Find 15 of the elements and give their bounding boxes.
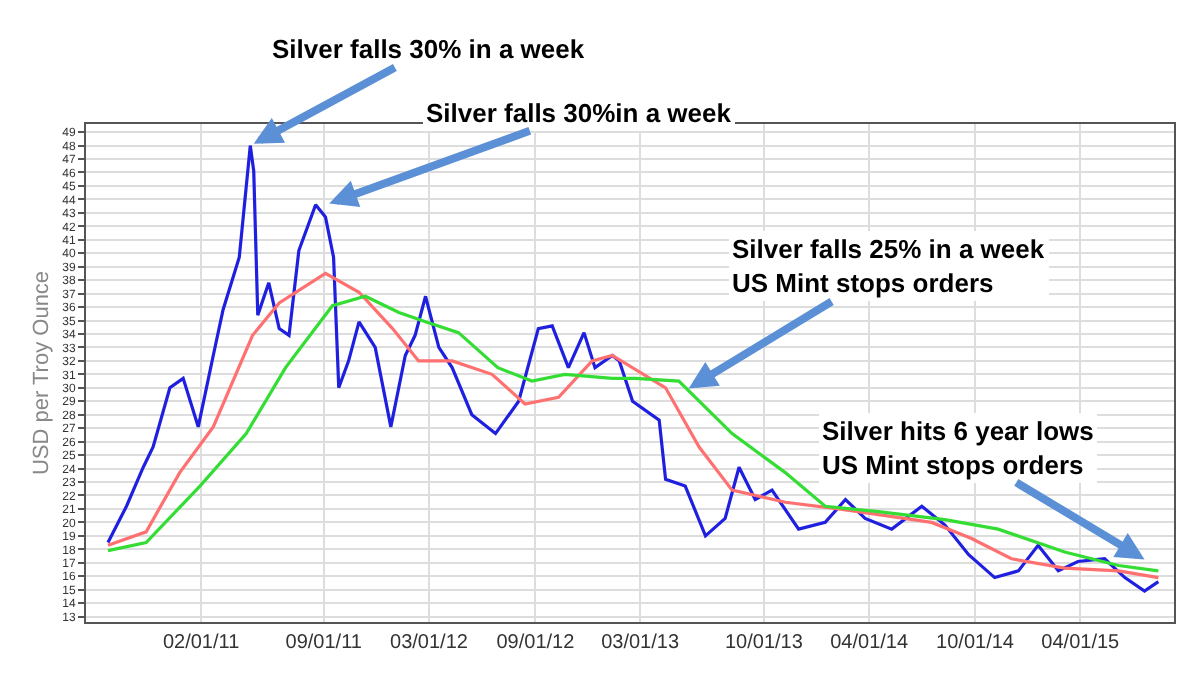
annotation: Silver falls 30% in a week (272, 34, 586, 64)
y-axis-title: USD per Troy Ounce (29, 270, 54, 476)
x-tick-label: 10/01/14 (936, 632, 1015, 654)
x-tick-label: 03/01/13 (601, 632, 680, 654)
x-tick-label: 02/01/11 (162, 632, 241, 654)
annotation: Silver falls 30%in a week (426, 98, 733, 128)
x-tick-label: 04/01/15 (1041, 632, 1121, 654)
x-tick-label: 09/01/11 (285, 632, 363, 654)
x-tick-label: 09/01/12 (496, 632, 576, 654)
line-series (106, 143, 1160, 593)
annotation: Silver falls 25% in a week US Mint stops orders (732, 234, 1046, 298)
annotation: Silver hits 6 year lows US Mint stops orders (822, 416, 1094, 480)
x-tick-label: 04/01/14 (830, 632, 909, 654)
x-tick-label: 10/01/13 (724, 632, 804, 654)
x-tick-label: 03/01/12 (390, 632, 469, 654)
